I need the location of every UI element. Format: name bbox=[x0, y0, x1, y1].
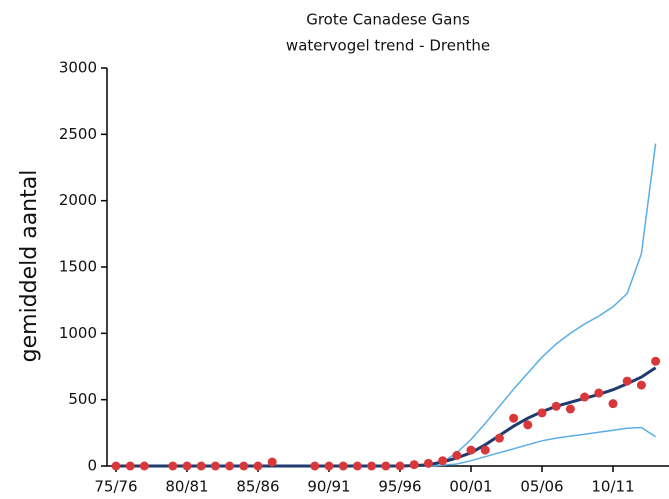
data-point bbox=[636, 380, 646, 390]
data-point bbox=[352, 461, 362, 471]
y-tick-label: 1000 bbox=[59, 324, 97, 342]
data-point bbox=[565, 404, 575, 414]
data-point bbox=[182, 461, 192, 471]
x-tick-label: 00/01 bbox=[449, 478, 492, 496]
data-point bbox=[338, 461, 348, 471]
data-point bbox=[310, 461, 320, 471]
data-point bbox=[367, 461, 377, 471]
chart-subtitle: watervogel trend - Drenthe bbox=[286, 37, 490, 55]
y-tick-label: 1500 bbox=[59, 258, 97, 276]
data-point bbox=[267, 457, 277, 467]
data-point bbox=[139, 461, 149, 471]
data-point bbox=[324, 461, 334, 471]
data-point bbox=[537, 408, 547, 418]
data-point bbox=[423, 458, 433, 468]
data-point bbox=[111, 461, 121, 471]
y-tick-label: 2000 bbox=[59, 191, 97, 209]
series-line bbox=[428, 426, 657, 467]
x-tick-label: 75/76 bbox=[94, 478, 137, 496]
series-line bbox=[116, 366, 657, 468]
data-point bbox=[622, 376, 632, 386]
data-point bbox=[480, 445, 490, 455]
data-point bbox=[125, 461, 135, 471]
x-tick-label: 05/06 bbox=[520, 478, 563, 496]
y-tick-label: 500 bbox=[68, 390, 97, 408]
data-point bbox=[409, 460, 419, 470]
data-point bbox=[494, 433, 504, 443]
series-line bbox=[428, 143, 657, 467]
data-point bbox=[608, 399, 618, 409]
x-tick-label: 85/86 bbox=[236, 478, 279, 496]
data-point bbox=[196, 461, 206, 471]
data-point bbox=[210, 461, 220, 471]
data-point bbox=[651, 356, 661, 366]
x-tick-label: 95/96 bbox=[378, 478, 421, 496]
x-tick-label: 90/91 bbox=[307, 478, 350, 496]
y-axis-label: gemiddeld aantal bbox=[17, 170, 42, 363]
chart-title: Grote Canadese Gans bbox=[306, 11, 470, 29]
data-point bbox=[239, 461, 249, 471]
data-point bbox=[168, 461, 178, 471]
data-point bbox=[381, 461, 391, 471]
y-tick-label: 0 bbox=[87, 457, 97, 475]
y-tick-label: 2500 bbox=[59, 125, 97, 143]
data-point bbox=[594, 388, 604, 398]
data-point bbox=[509, 413, 519, 423]
y-tick-label: 3000 bbox=[59, 59, 97, 77]
data-point bbox=[580, 392, 590, 402]
data-point bbox=[523, 420, 533, 430]
data-point bbox=[466, 445, 476, 455]
data-point bbox=[253, 461, 263, 471]
x-tick-label: 10/11 bbox=[591, 478, 634, 496]
data-point bbox=[452, 450, 462, 460]
data-point bbox=[551, 401, 561, 411]
data-point bbox=[395, 461, 405, 471]
data-point bbox=[438, 456, 448, 466]
data-point bbox=[225, 461, 235, 471]
x-tick-label: 80/81 bbox=[165, 478, 208, 496]
